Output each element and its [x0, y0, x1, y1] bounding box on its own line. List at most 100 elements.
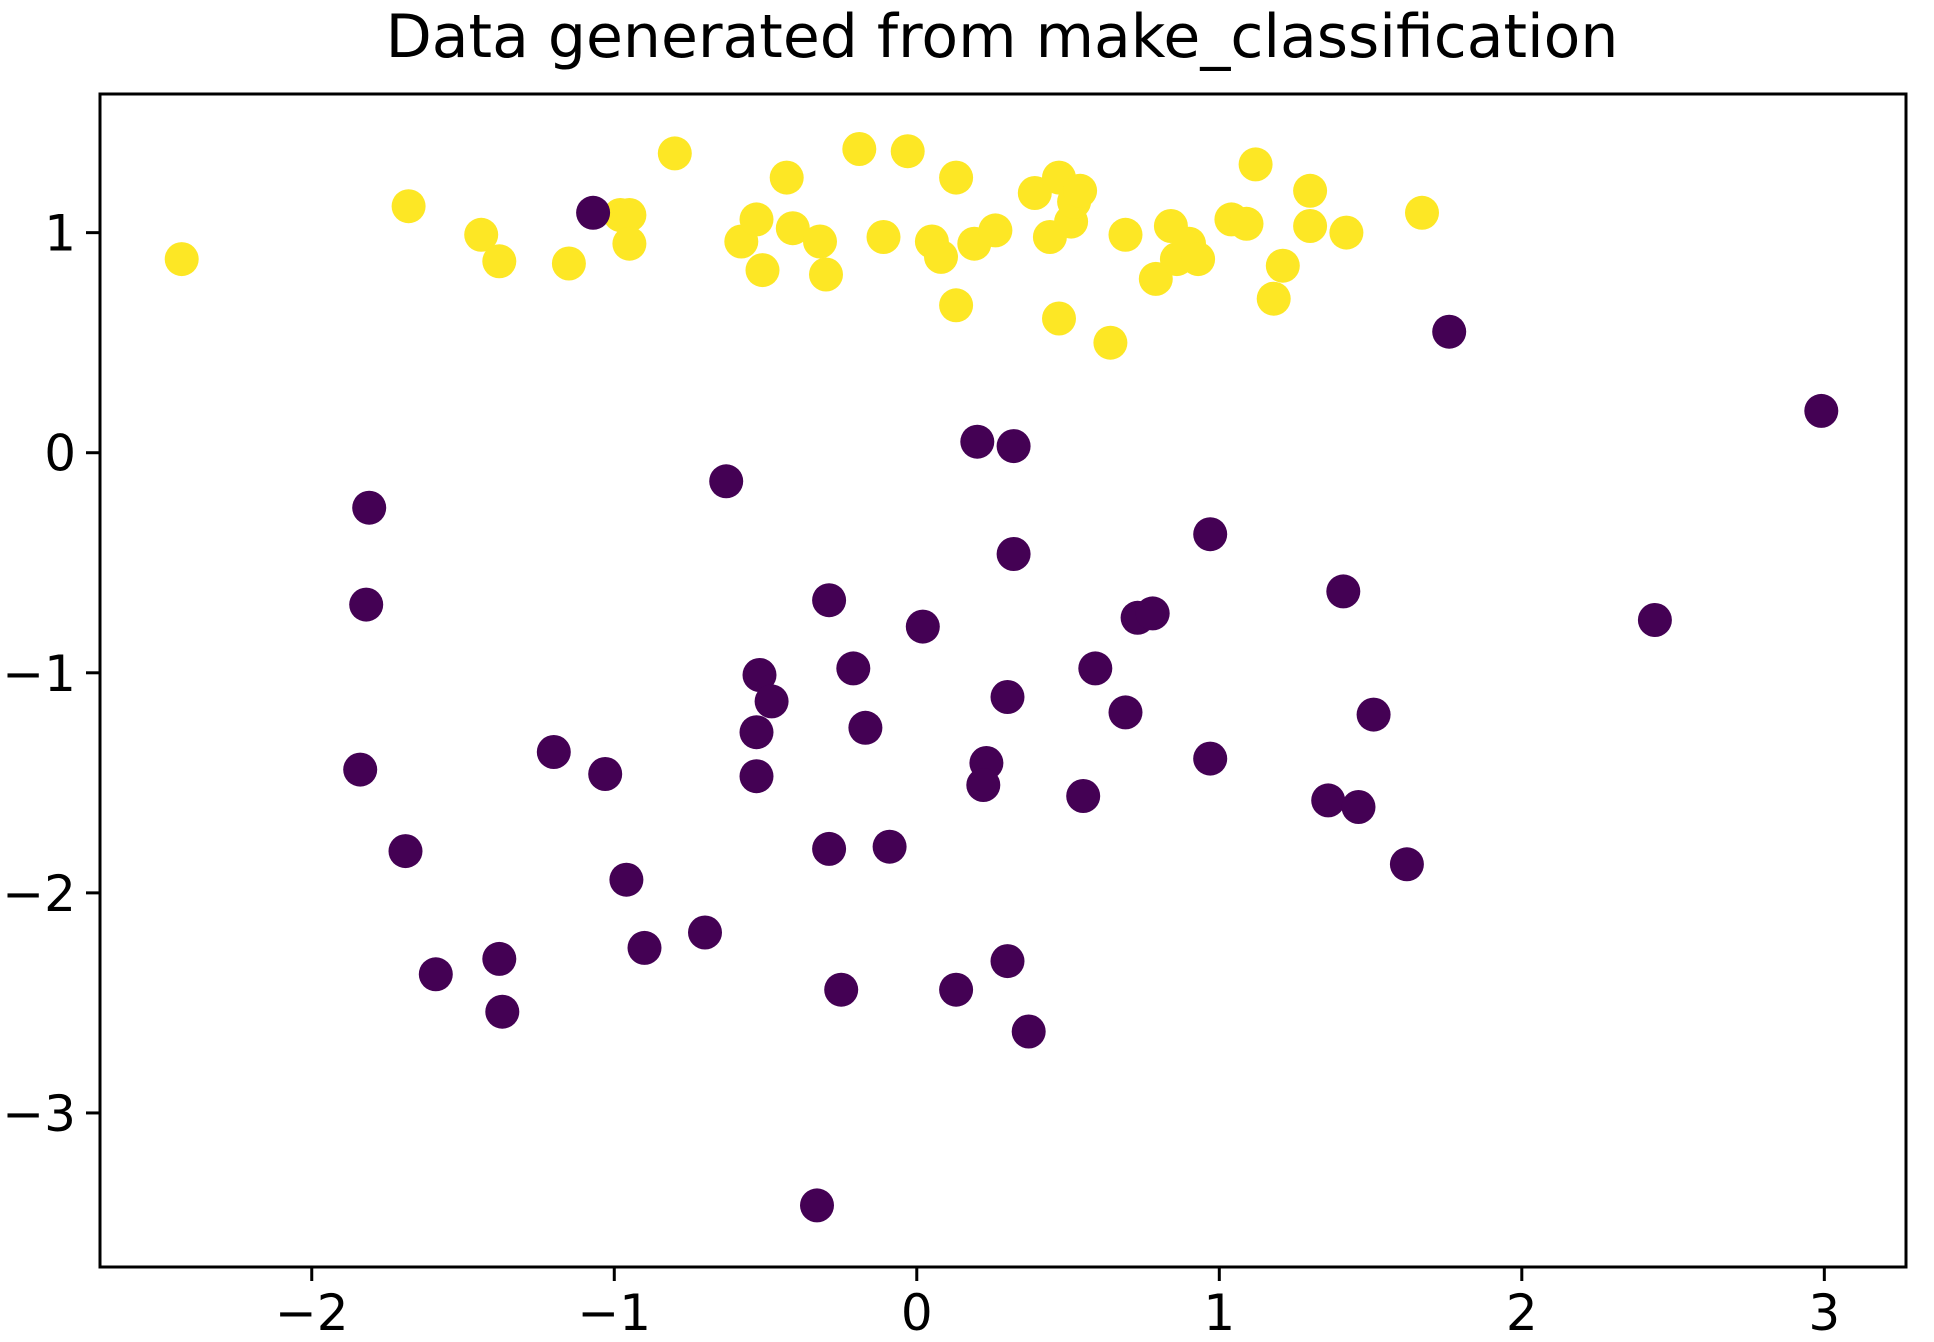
class-0-point	[800, 1188, 834, 1223]
class-1-point	[612, 198, 647, 232]
class-0-point	[1193, 741, 1228, 776]
data-points	[164, 132, 1839, 1223]
class-0-point	[482, 941, 517, 976]
class-1-point	[809, 257, 843, 292]
class-1-point	[1108, 217, 1143, 252]
class-1-point	[1093, 325, 1128, 360]
class-1-point	[551, 246, 586, 281]
class-0-point	[812, 831, 847, 866]
class-0-point	[812, 583, 847, 618]
class-0-point	[536, 735, 571, 769]
x-tick-label: 2	[1506, 1284, 1538, 1342]
class-0-point	[939, 972, 974, 1007]
class-1-point	[1017, 176, 1052, 210]
y-tick-label: 1	[44, 205, 76, 263]
class-0-point	[739, 715, 774, 750]
class-0-point	[485, 994, 520, 1029]
class-0-point	[1078, 651, 1113, 686]
class-1-point	[612, 226, 647, 261]
class-1-point	[1181, 242, 1216, 277]
y-tick-label: −3	[2, 1085, 76, 1143]
class-1-point	[657, 136, 692, 171]
class-0-point	[1356, 697, 1391, 732]
class-1-point	[1405, 195, 1439, 230]
x-axis-ticks: −2 −1 0 1 2 3	[275, 1267, 1840, 1342]
class-0-point	[739, 759, 774, 794]
class-0-point	[627, 930, 662, 965]
class-1-point	[1063, 173, 1098, 208]
class-1-point	[1265, 248, 1300, 283]
class-0-point	[905, 609, 940, 644]
class-0-point	[588, 757, 623, 791]
class-1-point	[1238, 147, 1273, 182]
x-tick-label: −2	[275, 1284, 349, 1342]
class-0-point	[996, 537, 1031, 571]
class-0-point	[688, 915, 722, 950]
class-0-point	[349, 587, 384, 622]
class-1-point	[1229, 206, 1264, 241]
class-0-point	[352, 490, 387, 525]
class-1-point	[769, 160, 804, 195]
class-0-point	[1311, 783, 1346, 818]
class-1-point	[803, 224, 837, 259]
class-0-point	[1326, 574, 1361, 609]
class-0-point	[990, 944, 1025, 979]
y-tick-label: −1	[2, 645, 76, 703]
class-1-point	[1042, 301, 1076, 336]
class-1-point	[1293, 209, 1328, 243]
y-tick-label: −2	[2, 865, 76, 923]
class-0-point	[1011, 1014, 1046, 1049]
class-1-point	[939, 160, 974, 195]
class-1-point	[164, 242, 199, 277]
y-axis-ticks: −3 −2 −1 0 1	[2, 205, 100, 1143]
class-0-point	[960, 424, 995, 459]
x-tick-label: −1	[577, 1284, 651, 1342]
class-1-point	[890, 134, 925, 169]
class-0-point	[872, 829, 907, 864]
class-1-point	[978, 213, 1013, 248]
class-0-point	[1804, 393, 1839, 428]
class-1-point	[924, 239, 958, 274]
class-0-point	[609, 862, 644, 897]
class-1-point	[482, 244, 517, 279]
x-tick-label: 0	[901, 1284, 933, 1342]
class-1-point	[939, 288, 974, 323]
class-0-point	[966, 768, 1001, 802]
chart-title: Data generated from make_classification	[386, 2, 1619, 72]
class-0-point	[754, 684, 789, 719]
class-1-point	[1256, 281, 1291, 316]
class-0-point	[418, 957, 453, 992]
class-1-point	[391, 189, 426, 224]
plot-frame	[98, 92, 1908, 1269]
class-1-point	[739, 202, 774, 237]
class-1-point	[1293, 173, 1328, 208]
class-0-point	[836, 651, 871, 686]
class-0-point	[1066, 779, 1101, 813]
class-0-point	[709, 464, 744, 499]
class-1-point	[842, 132, 877, 166]
class-0-point	[1432, 314, 1467, 349]
x-tick-label: 1	[1203, 1284, 1235, 1342]
class-0-point	[1193, 517, 1228, 552]
class-0-point	[388, 834, 423, 869]
class-0-point	[1637, 603, 1672, 637]
y-tick-label: 0	[44, 425, 76, 483]
class-0-point	[990, 680, 1025, 714]
class-0-point	[1108, 695, 1143, 730]
class-0-point	[576, 195, 611, 230]
class-0-point	[996, 429, 1031, 464]
class-0-point	[1341, 790, 1376, 824]
class-1-point	[1329, 215, 1364, 250]
class-1-point	[745, 253, 780, 288]
class-1-point	[866, 220, 901, 254]
class-1-point	[464, 217, 499, 252]
x-tick-label: 3	[1808, 1284, 1840, 1342]
class-0-point	[1389, 847, 1424, 882]
class-0-point	[742, 658, 777, 692]
class-0-point	[824, 972, 859, 1007]
class-1-point	[775, 211, 810, 246]
class-0-point	[848, 710, 883, 745]
class-0-point	[343, 752, 378, 787]
class-0-point	[1135, 596, 1170, 631]
